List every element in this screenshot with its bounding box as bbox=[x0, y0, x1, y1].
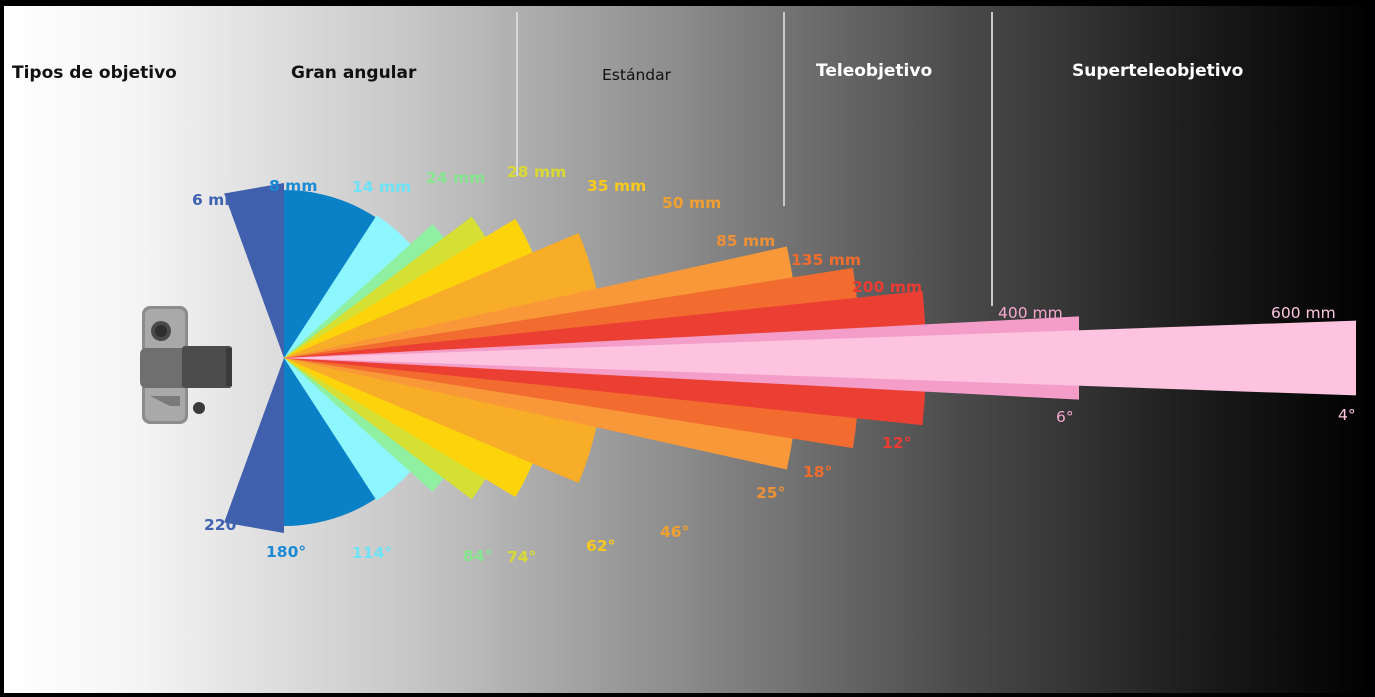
focal-length-label: 28 mm bbox=[507, 163, 566, 181]
category-label-supertele: Superteleobjetivo bbox=[1072, 61, 1243, 81]
focal-length-label: 135 mm bbox=[791, 251, 861, 269]
angle-of-view-label: 84° bbox=[463, 547, 492, 565]
focal-length-label: 200 mm bbox=[852, 278, 922, 296]
focal-length-label: 400 mm bbox=[998, 304, 1063, 322]
category-label-wide: Gran angular bbox=[291, 63, 417, 83]
category-label-tele: Teleobjetivo bbox=[816, 61, 932, 81]
focal-length-label: 24 mm bbox=[426, 169, 485, 187]
lens-labels: 6 mm 220° 8 mm 180° 14 mm 114° 24 mm 84° 28 mm 74… bbox=[192, 163, 1356, 566]
fov-wedge-600mm bbox=[284, 320, 1356, 396]
focal-length-label: 35 mm bbox=[587, 177, 646, 195]
category-label-types: Tipos de objetivo bbox=[12, 63, 177, 83]
focal-length-label: 14 mm bbox=[352, 178, 411, 196]
angle-of-view-label: 114° bbox=[352, 544, 392, 562]
category-label-standard: Estándar bbox=[602, 66, 672, 84]
fov-wedge-6mm bbox=[224, 183, 284, 533]
angle-of-view-label: 18° bbox=[803, 463, 832, 481]
camera-icon bbox=[140, 306, 232, 424]
angle-of-view-label: 6° bbox=[1056, 408, 1074, 426]
focal-length-label: 85 mm bbox=[716, 232, 775, 250]
angle-of-view-label: 180° bbox=[266, 543, 306, 561]
angle-of-view-label: 62° bbox=[586, 537, 615, 555]
focal-length-label: 6 mm bbox=[192, 191, 240, 209]
angle-of-view-label: 12° bbox=[882, 434, 911, 452]
field-of-view-fan bbox=[224, 183, 1356, 533]
focal-length-label: 50 mm bbox=[662, 194, 721, 212]
angle-of-view-label: 25° bbox=[756, 484, 785, 502]
focal-length-label: 8 mm bbox=[269, 177, 317, 195]
angle-of-view-label: 46° bbox=[660, 523, 689, 541]
angle-of-view-label: 220° bbox=[204, 516, 244, 534]
focal-length-label: 600 mm bbox=[1271, 304, 1336, 322]
lens-angle-diagram: Tipos de objetivo Gran angular Estándar … bbox=[12, 12, 1356, 566]
angle-of-view-label: 74° bbox=[507, 548, 536, 566]
angle-of-view-label: 4° bbox=[1338, 406, 1356, 424]
